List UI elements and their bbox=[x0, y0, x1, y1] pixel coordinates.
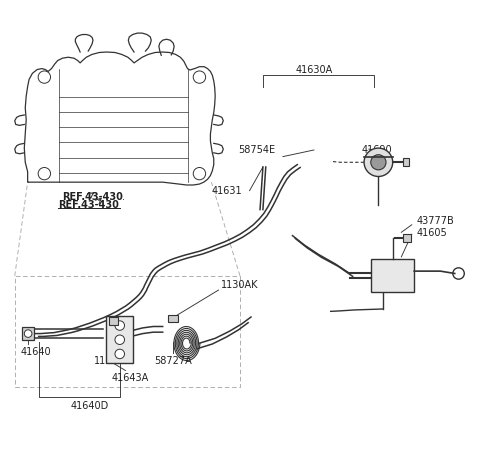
Text: 1130AK: 1130AK bbox=[95, 357, 132, 367]
Text: 41690: 41690 bbox=[362, 146, 392, 156]
Circle shape bbox=[24, 330, 32, 337]
Text: 41640: 41640 bbox=[21, 347, 51, 357]
Bar bbox=[403, 234, 411, 242]
Text: REF.43-430: REF.43-430 bbox=[62, 192, 123, 202]
Bar bbox=[109, 317, 118, 325]
Text: REF.43-430: REF.43-430 bbox=[58, 200, 119, 210]
Text: 43777B: 43777B bbox=[417, 217, 455, 227]
Text: 58727A: 58727A bbox=[154, 357, 192, 367]
Text: 1130AK: 1130AK bbox=[221, 280, 258, 290]
Text: 41605: 41605 bbox=[417, 228, 447, 238]
Circle shape bbox=[371, 155, 386, 170]
Text: 58754E: 58754E bbox=[239, 146, 276, 156]
Circle shape bbox=[115, 321, 124, 330]
Text: 41630A: 41630A bbox=[295, 65, 333, 75]
Circle shape bbox=[364, 148, 393, 177]
Text: 41643A: 41643A bbox=[111, 373, 148, 383]
Bar bbox=[403, 159, 409, 166]
Text: 41640D: 41640D bbox=[71, 401, 109, 411]
Text: 41631: 41631 bbox=[212, 186, 242, 196]
Bar bbox=[371, 259, 414, 292]
Bar bbox=[107, 316, 133, 363]
Bar bbox=[168, 315, 178, 322]
Bar bbox=[22, 327, 34, 340]
Circle shape bbox=[115, 335, 124, 345]
Circle shape bbox=[115, 349, 124, 359]
